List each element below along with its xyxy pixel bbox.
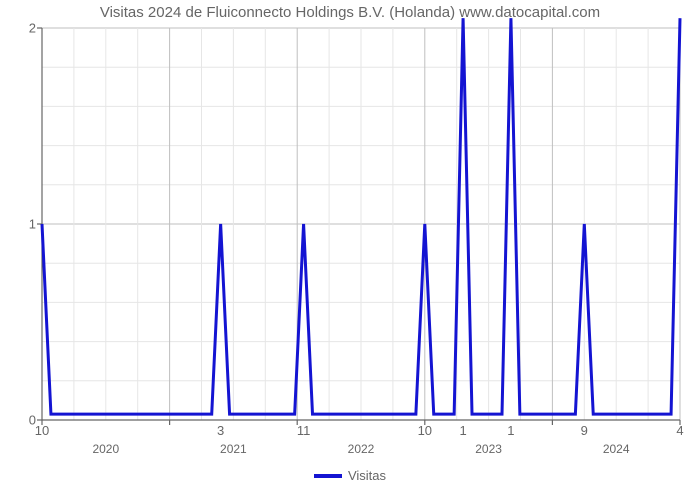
spike-value-label: 9 (581, 423, 588, 438)
chart-plot-area: 0122020202120222023202410311101194 (42, 28, 680, 420)
legend-label: Visitas (348, 468, 386, 483)
x-year-label: 2022 (348, 442, 375, 456)
spike-value-label: 11 (297, 423, 311, 438)
chart-svg (42, 28, 680, 420)
y-tick-label: 2 (29, 21, 42, 36)
x-year-label: 2020 (92, 442, 119, 456)
y-tick-label: 1 (29, 217, 42, 232)
spike-value-label: 1 (507, 423, 514, 438)
legend-swatch (314, 474, 342, 478)
chart-title: Visitas 2024 de Fluiconnecto Holdings B.… (0, 4, 700, 21)
chart-legend: Visitas (0, 468, 700, 483)
chart-container: { "chart": { "type": "line", "title": "V… (0, 0, 700, 500)
x-year-label: 2021 (220, 442, 247, 456)
spike-value-label: 1 (459, 423, 466, 438)
x-year-label: 2023 (475, 442, 502, 456)
spike-value-label: 10 (35, 423, 49, 438)
spike-value-label: 10 (418, 423, 432, 438)
spike-value-label: 3 (217, 423, 224, 438)
x-year-label: 2024 (603, 442, 630, 456)
spike-value-label: 4 (676, 423, 683, 438)
